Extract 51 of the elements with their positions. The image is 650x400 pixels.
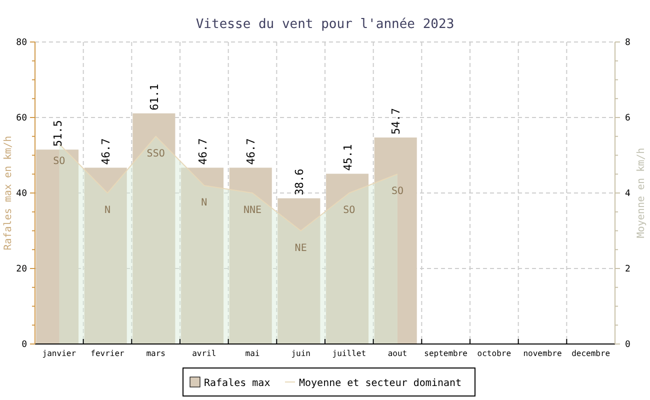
data-label: 46.7 xyxy=(196,138,210,165)
x-tick-label: decembre xyxy=(572,349,610,358)
data-label: 38.6 xyxy=(292,168,306,196)
x-tick-label: juin xyxy=(291,349,311,358)
bar xyxy=(326,174,369,344)
data-label: N xyxy=(104,205,111,216)
bar xyxy=(374,138,417,344)
y2-tick-label: 8 xyxy=(625,38,630,48)
y-tick-label: 60 xyxy=(16,114,27,124)
bar xyxy=(132,113,176,344)
data-label: NNE xyxy=(243,205,262,216)
data-label: 45.1 xyxy=(341,144,354,171)
data-label: SSO xyxy=(146,148,165,160)
y-tick-label: 40 xyxy=(16,189,27,199)
data-label: 46.7 xyxy=(100,138,113,165)
data-label: N xyxy=(201,197,208,208)
y-axis-title: Rafales max en km/h xyxy=(3,136,14,250)
x-tick-label: avril xyxy=(192,349,216,358)
bar xyxy=(36,150,79,344)
x-tick-label: septembre xyxy=(424,349,468,358)
bar xyxy=(278,198,320,344)
data-label: 54.7 xyxy=(390,108,403,135)
y-tick-label: 20 xyxy=(16,264,27,274)
bar xyxy=(181,168,224,344)
legend-label: Rafales max xyxy=(204,378,270,389)
x-tick-label: mai xyxy=(245,349,260,358)
x-tick-label: octobre xyxy=(477,349,512,358)
y-tick-label: 0 xyxy=(22,340,27,350)
x-tick-label: aout xyxy=(388,349,408,358)
data-label: SO xyxy=(343,205,356,216)
data-label: 61.1 xyxy=(148,84,161,110)
chart-title: Vitesse du vent pour l'année 2023 xyxy=(196,17,454,32)
x-tick-label: juillet xyxy=(332,349,366,358)
y-tick-label: 80 xyxy=(16,38,27,48)
data-label: SO xyxy=(53,156,66,167)
y2-tick-label: 0 xyxy=(625,340,630,350)
data-label: SO xyxy=(391,186,404,198)
y2-axis-title: Moyenne en km/h xyxy=(636,148,647,238)
data-label: 46.7 xyxy=(244,138,258,165)
data-label: NE xyxy=(294,242,307,254)
legend-label: Moyenne et secteur dominant xyxy=(299,378,462,389)
x-tick-label: janvier xyxy=(42,349,76,358)
x-tick-label: mars xyxy=(146,349,166,358)
y2-tick-label: 6 xyxy=(625,114,630,124)
bar xyxy=(84,168,127,344)
y2-tick-label: 2 xyxy=(625,264,630,274)
data-label: 51.5 xyxy=(51,120,64,147)
x-tick-label: fevrier xyxy=(90,349,125,358)
x-tick-label: novembre xyxy=(523,349,562,358)
bar xyxy=(229,168,272,344)
y2-tick-label: 4 xyxy=(625,189,630,199)
